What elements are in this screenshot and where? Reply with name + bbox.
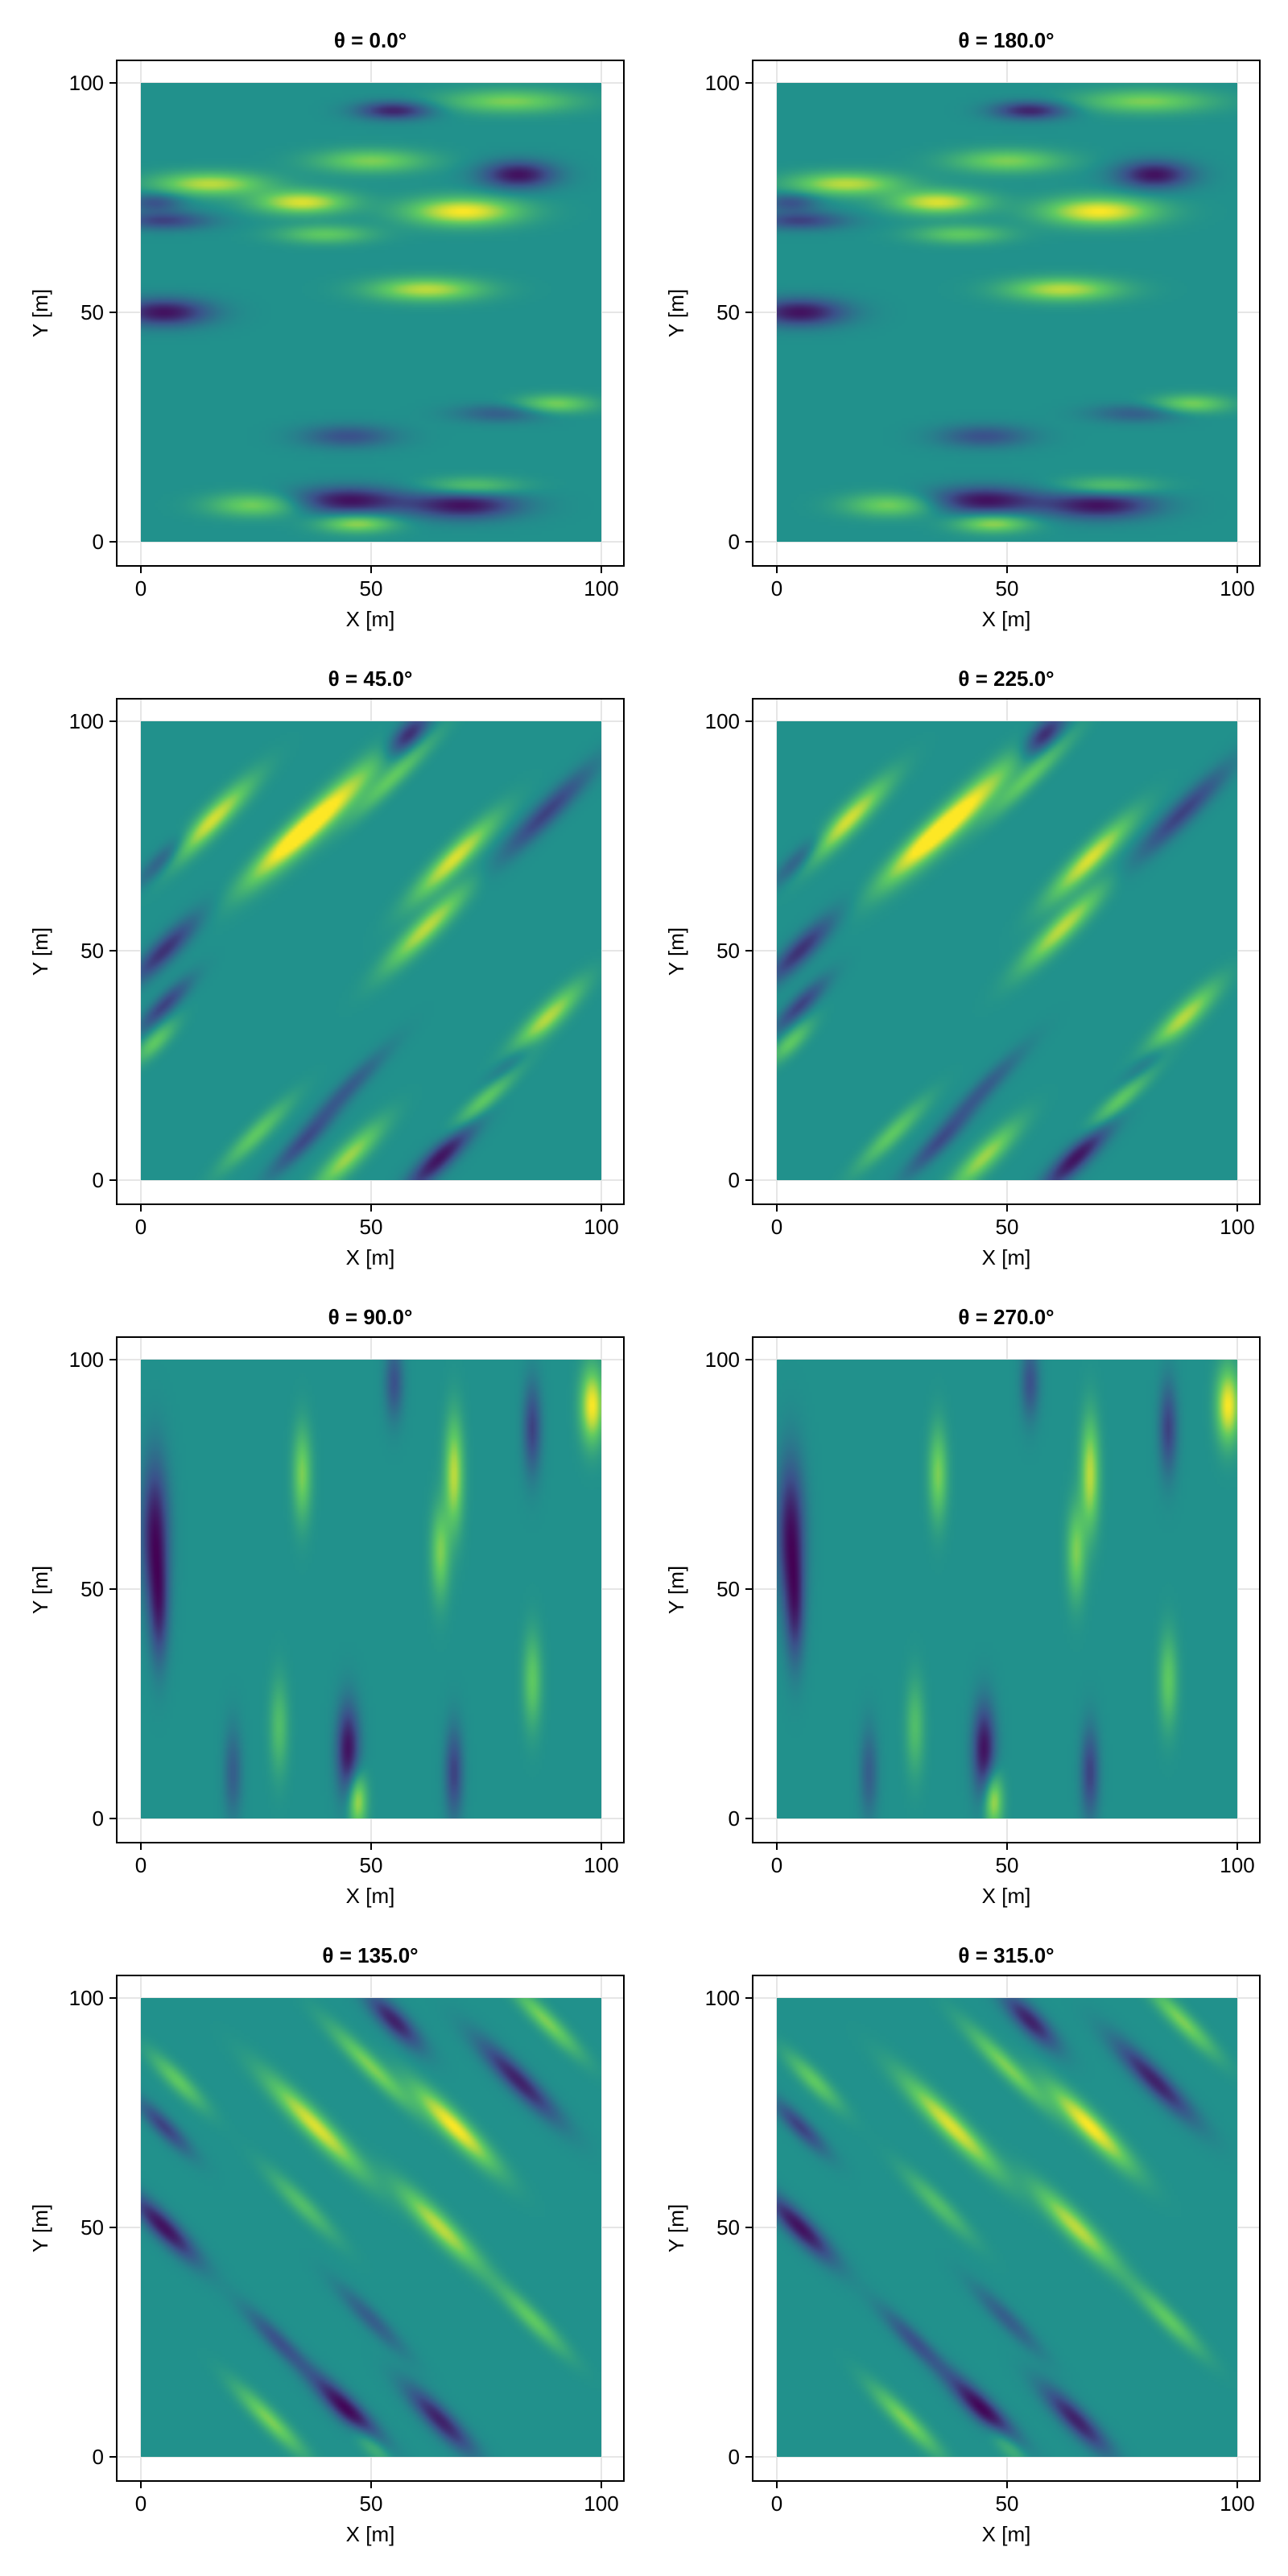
heatmap-image <box>777 1998 1237 2457</box>
x-tick-label: 100 <box>584 1215 618 1239</box>
y-axis-label: Y [m] <box>664 2204 688 2252</box>
y-tick-label: 0 <box>729 1806 740 1831</box>
panel-title: θ = 315.0° <box>958 1943 1054 1967</box>
heatmap-panel: 0 50 100 0 50 100 θ = 225.0° X [m] Y [m] <box>664 667 1261 1269</box>
y-tick-label: 50 <box>80 2215 104 2240</box>
panel-title: θ = 90.0° <box>328 1305 413 1329</box>
x-tick-label: 0 <box>135 1853 147 1877</box>
x-tick-label: 50 <box>360 2491 383 2516</box>
x-tick-label: 50 <box>996 576 1019 601</box>
heatmap-panel: 0 50 100 0 50 100 θ = 45.0° X [m] Y [m] <box>28 667 625 1269</box>
y-tick-label: 0 <box>93 2445 104 2469</box>
x-tick-label: 50 <box>360 1215 383 1239</box>
y-tick-label: 100 <box>69 1986 104 2010</box>
x-tick-label: 50 <box>996 2491 1019 2516</box>
heatmap-panel: 0 50 100 0 50 100 θ = 270.0° X [m] Y [m] <box>664 1305 1261 1908</box>
heatmap-image <box>777 721 1237 1180</box>
y-tick-label: 100 <box>69 1348 104 1372</box>
y-tick-label: 0 <box>729 1168 740 1192</box>
panel-title: θ = 0.0° <box>334 28 407 52</box>
x-tick-label: 0 <box>771 1853 782 1877</box>
y-tick-label: 100 <box>705 1348 740 1372</box>
x-axis-label: X [m] <box>346 607 395 631</box>
y-tick-label: 50 <box>80 939 104 963</box>
x-tick-label: 50 <box>360 576 383 601</box>
panel-title: θ = 135.0° <box>322 1943 418 1967</box>
x-axis-label: X [m] <box>982 1245 1031 1269</box>
y-tick-label: 0 <box>729 2445 740 2469</box>
x-axis-label: X [m] <box>982 607 1031 631</box>
y-tick-label: 100 <box>705 709 740 733</box>
heatmap-image <box>777 83 1237 542</box>
x-tick-label: 100 <box>584 1853 618 1877</box>
y-tick-label: 100 <box>69 71 104 95</box>
y-tick-label: 100 <box>705 1986 740 2010</box>
y-axis-label: Y [m] <box>28 289 52 337</box>
y-tick-label: 0 <box>729 530 740 554</box>
panel-title: θ = 180.0° <box>958 28 1054 52</box>
y-tick-label: 50 <box>716 2215 740 2240</box>
x-tick-label: 0 <box>771 1215 782 1239</box>
heatmap-image <box>141 83 601 542</box>
y-axis-label: Y [m] <box>28 2204 52 2252</box>
x-tick-label: 100 <box>1220 1215 1254 1239</box>
x-axis-label: X [m] <box>346 2522 395 2546</box>
x-tick-label: 100 <box>584 576 618 601</box>
y-tick-label: 0 <box>93 1806 104 1831</box>
x-tick-label: 50 <box>996 1215 1019 1239</box>
heatmap-panel: 0 50 100 0 50 100 θ = 135.0° X [m] Y [m] <box>28 1943 625 2546</box>
heatmap-image <box>141 721 601 1180</box>
y-tick-label: 50 <box>80 1577 104 1601</box>
y-tick-label: 50 <box>80 300 104 324</box>
x-tick-label: 100 <box>1220 2491 1254 2516</box>
y-tick-label: 50 <box>716 1577 740 1601</box>
y-axis-label: Y [m] <box>28 1566 52 1614</box>
y-axis-label: Y [m] <box>664 1566 688 1614</box>
x-axis-label: X [m] <box>346 1245 395 1269</box>
x-tick-label: 100 <box>1220 576 1254 601</box>
panel-title: θ = 270.0° <box>958 1305 1054 1329</box>
heatmap-panel: 0 50 100 0 50 100 θ = 315.0° X [m] Y [m] <box>664 1943 1261 2546</box>
heatmap-image <box>141 1998 601 2457</box>
heatmap-panel: 0 50 100 0 50 100 θ = 0.0° X [m] Y [m] <box>28 28 625 631</box>
y-tick-label: 0 <box>93 530 104 554</box>
y-axis-label: Y [m] <box>664 927 688 976</box>
x-axis-label: X [m] <box>346 1884 395 1908</box>
y-axis-label: Y [m] <box>28 927 52 976</box>
y-tick-label: 50 <box>716 300 740 324</box>
panel-title: θ = 45.0° <box>328 667 413 691</box>
panel-title: θ = 225.0° <box>958 667 1054 691</box>
y-tick-label: 100 <box>69 709 104 733</box>
heatmap-panel: 0 50 100 0 50 100 θ = 90.0° X [m] Y [m] <box>28 1305 625 1908</box>
x-tick-label: 50 <box>360 1853 383 1877</box>
y-axis-label: Y [m] <box>664 289 688 337</box>
x-tick-label: 50 <box>996 1853 1019 1877</box>
x-tick-label: 0 <box>135 2491 147 2516</box>
y-tick-label: 100 <box>705 71 740 95</box>
x-axis-label: X [m] <box>982 2522 1031 2546</box>
heatmap-image <box>777 1360 1237 1818</box>
x-tick-label: 0 <box>771 2491 782 2516</box>
y-tick-label: 50 <box>716 939 740 963</box>
heatmap-image <box>141 1360 601 1818</box>
x-tick-label: 100 <box>1220 1853 1254 1877</box>
x-axis-label: X [m] <box>982 1884 1031 1908</box>
x-tick-label: 0 <box>135 576 147 601</box>
x-tick-label: 0 <box>771 576 782 601</box>
y-tick-label: 0 <box>93 1168 104 1192</box>
x-tick-label: 100 <box>584 2491 618 2516</box>
x-tick-label: 0 <box>135 1215 147 1239</box>
heatmap-panel: 0 50 100 0 50 100 θ = 180.0° X [m] Y [m] <box>664 28 1261 631</box>
